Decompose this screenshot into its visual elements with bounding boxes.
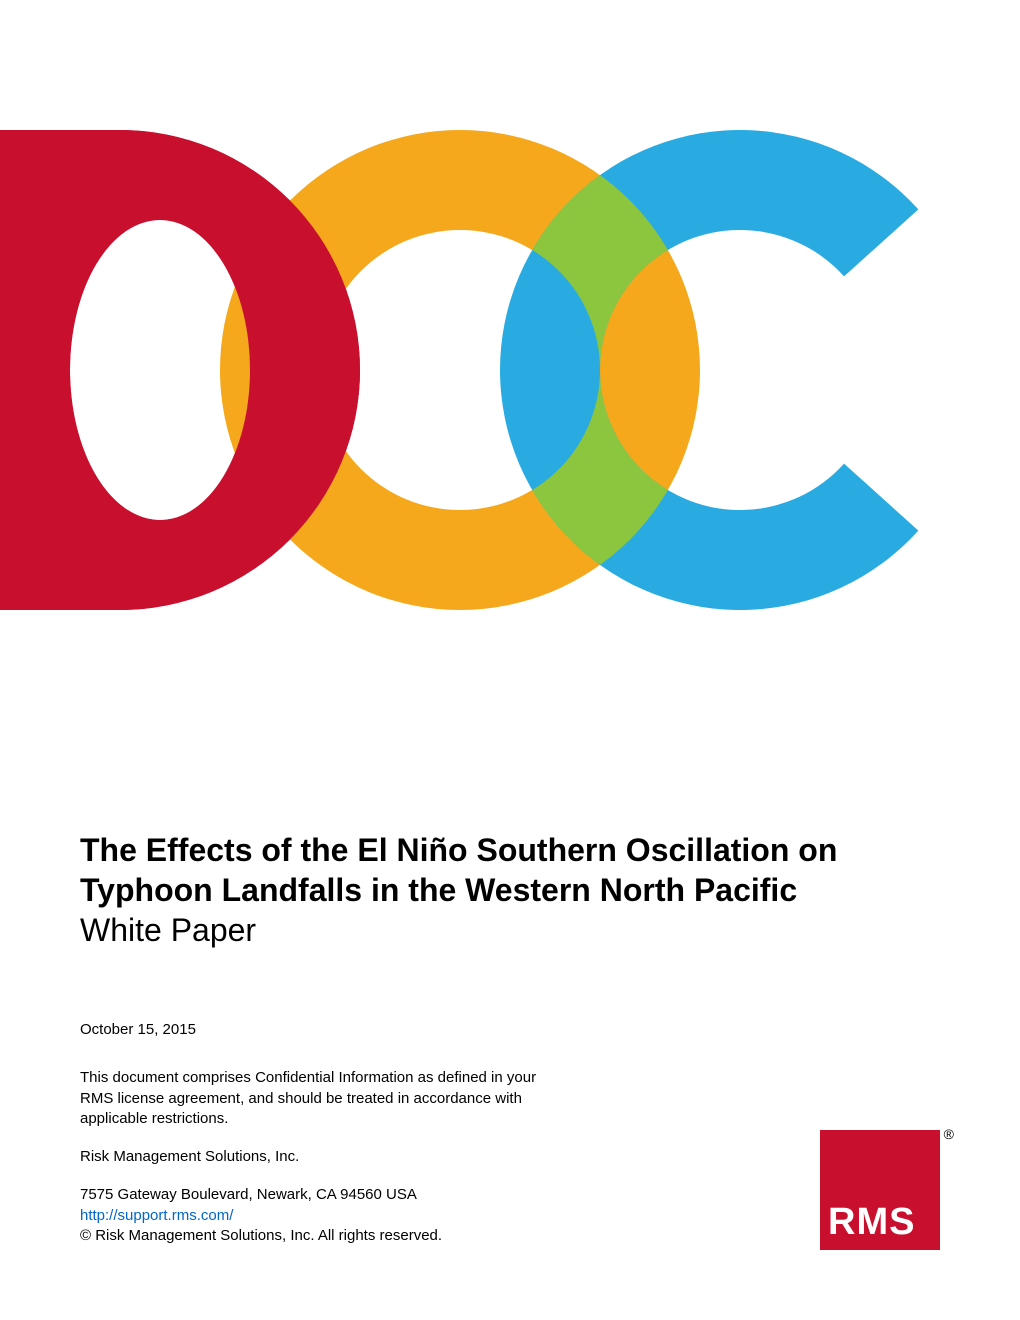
company-name: Risk Management Solutions, Inc. (80, 1147, 540, 1167)
title-block: The Effects of the El Niño Southern Osci… (80, 830, 960, 950)
title-line-2: Typhoon Landfalls in the Western North P… (80, 870, 960, 910)
registered-mark: ® (944, 1126, 954, 1142)
support-url[interactable]: http://support.rms.com/ (80, 1206, 540, 1226)
rms-logo-text: RMS (820, 1201, 915, 1250)
subtitle: White Paper (80, 910, 960, 950)
doc-logo-graphic (0, 130, 1020, 650)
rms-logo: ® RMS (820, 1130, 940, 1250)
copyright: © Risk Management Solutions, Inc. All ri… (80, 1226, 540, 1246)
confidential-notice: This document comprises Confidential Inf… (80, 1068, 540, 1129)
date: October 15, 2015 (80, 1020, 540, 1040)
meta-block: October 15, 2015 This document comprises… (80, 1020, 540, 1246)
title-line-1: The Effects of the El Niño Southern Osci… (80, 830, 960, 870)
address: 7575 Gateway Boulevard, Newark, CA 94560… (80, 1185, 540, 1205)
rms-logo-square: RMS (820, 1130, 940, 1250)
